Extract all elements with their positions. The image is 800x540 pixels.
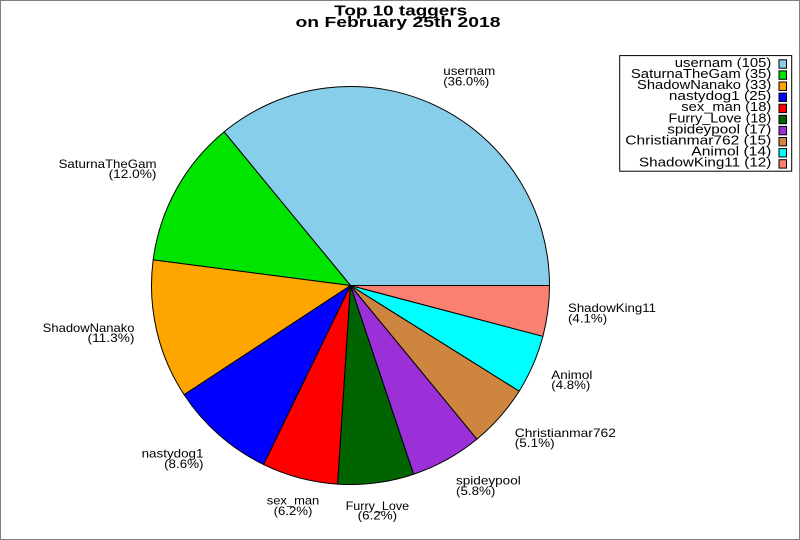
svg-text:Christianmar762: Christianmar762: [515, 426, 616, 440]
svg-text:(5.8%): (5.8%): [456, 484, 495, 498]
svg-text:Top 10 taggers: Top 10 taggers: [334, 4, 467, 20]
svg-text:(4.1%): (4.1%): [568, 311, 607, 325]
svg-text:nastydog1: nastydog1: [142, 447, 204, 461]
svg-text:(5.1%): (5.1%): [515, 436, 555, 450]
svg-text:sex_man (18): sex_man (18): [681, 100, 771, 114]
svg-text:(6.2%): (6.2%): [358, 509, 397, 523]
svg-text:ShadowNanako: ShadowNanako: [43, 321, 135, 335]
svg-text:(11.3%): (11.3%): [88, 331, 135, 345]
svg-text:Furry_Love (18): Furry_Love (18): [669, 111, 772, 125]
svg-text:usernam (105): usernam (105): [675, 56, 772, 70]
svg-text:SaturnaTheGam: SaturnaTheGam: [59, 157, 157, 171]
svg-text:(12.0%): (12.0%): [109, 167, 157, 181]
svg-text:Animol (14): Animol (14): [691, 145, 771, 159]
svg-text:spideypool: spideypool: [456, 474, 521, 488]
svg-text:(6.2%): (6.2%): [274, 504, 313, 518]
svg-text:Christianmar762 (15): Christianmar762 (15): [625, 134, 771, 148]
svg-text:(36.0%): (36.0%): [443, 75, 489, 89]
svg-text:Animol: Animol: [551, 368, 592, 382]
svg-text:sex_man: sex_man: [267, 494, 320, 508]
svg-text:Furry_Love: Furry_Love: [346, 499, 410, 513]
svg-text:on February 25th 2018: on February 25th 2018: [296, 15, 501, 31]
svg-text:(8.6%): (8.6%): [164, 457, 203, 471]
svg-text:nastydog1 (25): nastydog1 (25): [669, 89, 771, 103]
svg-text:ShadowKing11: ShadowKing11: [568, 301, 656, 315]
svg-text:ShadowKing11 (12): ShadowKing11 (12): [639, 156, 771, 170]
svg-text:usernam: usernam: [443, 64, 495, 78]
svg-text:spideypool (17): spideypool (17): [667, 122, 771, 136]
svg-text:(4.8%): (4.8%): [551, 378, 590, 392]
svg-text:ShadowNanako (33): ShadowNanako (33): [637, 78, 771, 92]
svg-text:SaturnaTheGam (35): SaturnaTheGam (35): [631, 67, 771, 81]
